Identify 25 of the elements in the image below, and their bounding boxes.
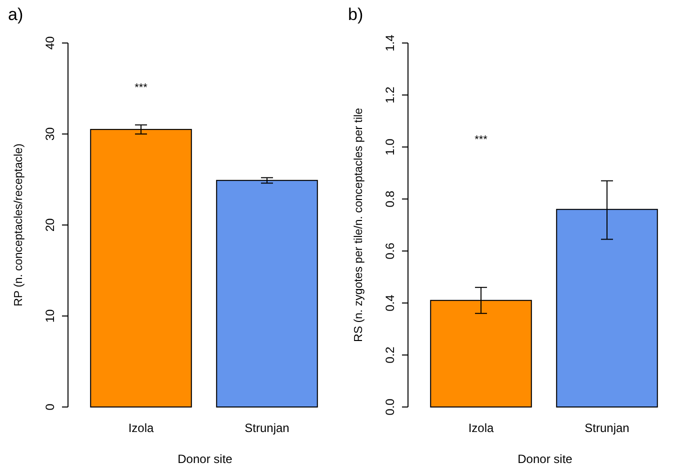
y-tick-label: 0.6 <box>383 242 397 260</box>
y-tick-label: 1.0 <box>383 138 397 156</box>
annotation: *** <box>474 134 488 146</box>
y-tick-label: 1.4 <box>383 34 397 52</box>
chart-title: b) <box>348 5 364 24</box>
y-tick-label: 10 <box>43 309 57 323</box>
y-tick-label: 1.2 <box>383 86 397 104</box>
y-tick-label: 0.0 <box>383 398 397 416</box>
x-axis-title: Donor site <box>518 452 573 466</box>
y-tick-label: 0.8 <box>383 190 397 208</box>
x-axis-title: Donor site <box>178 452 233 466</box>
x-tick-label: Izola <box>468 421 494 435</box>
y-tick-label: 30 <box>43 127 57 141</box>
x-tick-label: Strunjan <box>584 421 630 435</box>
y-tick-label: 0.4 <box>383 294 397 312</box>
x-tick-label: Izola <box>128 421 154 435</box>
y-axis-title: RP (n. conceptacles/receptacle) <box>13 143 25 306</box>
y-tick-label: 0 <box>43 403 57 410</box>
y-tick-label: 20 <box>43 218 57 232</box>
y-tick-label: 40 <box>43 36 57 50</box>
y-tick-label: 0.2 <box>383 346 397 364</box>
chart-title: a) <box>8 5 24 24</box>
y-axis-title: RS (n. zygotes per tile/n. conceptacles per tile <box>353 108 365 342</box>
annotation: *** <box>134 82 148 94</box>
x-tick-label: Strunjan <box>244 421 290 435</box>
